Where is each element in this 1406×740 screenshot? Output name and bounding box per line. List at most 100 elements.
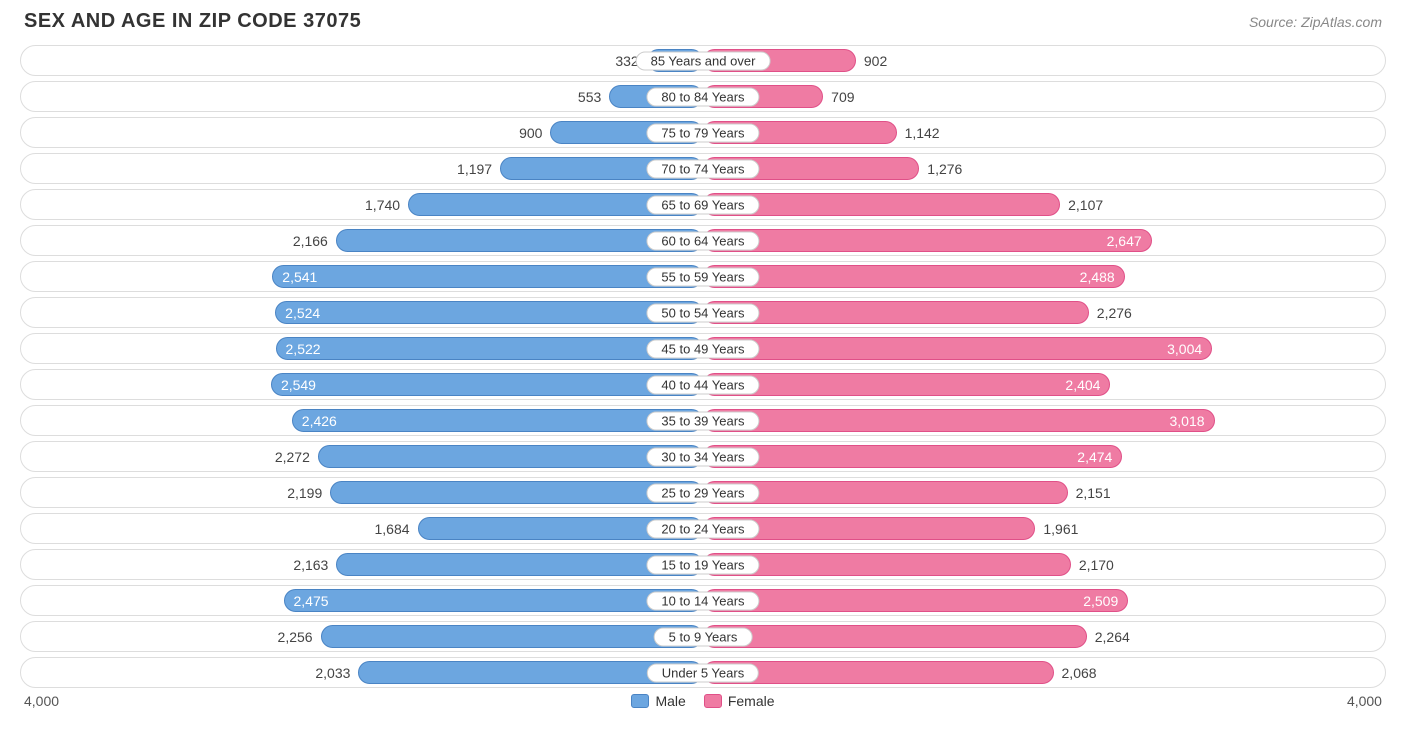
population-pyramid-chart: 33290285 Years and over55370980 to 84 Ye… xyxy=(20,45,1386,688)
value-male: 900 xyxy=(519,125,550,141)
pyramid-row: 33290285 Years and over xyxy=(20,45,1386,76)
bar-female xyxy=(703,589,1128,612)
pyramid-row: 2,541 2,488 55 to 59 Years xyxy=(20,261,1386,292)
value-female: 3,018 xyxy=(1170,413,1215,429)
value-male: 1,740 xyxy=(365,197,408,213)
pyramid-row: 2,256 2,264 5 to 9 Years xyxy=(20,621,1386,652)
bar-female xyxy=(703,337,1212,360)
axis-label-right: 4,000 xyxy=(1347,693,1382,709)
value-male: 553 xyxy=(578,89,609,105)
value-male: 1,684 xyxy=(375,521,418,537)
value-female: 3,004 xyxy=(1167,341,1212,357)
bar-female xyxy=(703,301,1089,324)
age-label: 25 to 29 Years xyxy=(646,483,759,502)
pyramid-row: 2,522 3,004 45 to 49 Years xyxy=(20,333,1386,364)
legend: Male Female xyxy=(631,693,774,709)
pyramid-row: 2,549 2,404 40 to 44 Years xyxy=(20,369,1386,400)
chart-header: SEX AND AGE IN ZIP CODE 37075 Source: Zi… xyxy=(20,10,1386,33)
pyramid-row: 2,272 2,474 30 to 34 Years xyxy=(20,441,1386,472)
pyramid-row: 2,199 2,151 25 to 29 Years xyxy=(20,477,1386,508)
value-male: 2,163 xyxy=(293,557,336,573)
age-label: 45 to 49 Years xyxy=(646,339,759,358)
value-female: 2,509 xyxy=(1083,593,1128,609)
age-label: 65 to 69 Years xyxy=(646,195,759,214)
value-female: 2,264 xyxy=(1087,629,1130,645)
value-male: 2,426 xyxy=(292,413,337,429)
age-label: 5 to 9 Years xyxy=(654,627,753,646)
value-female: 2,647 xyxy=(1107,233,1152,249)
pyramid-row: 2,475 2,509 10 to 14 Years xyxy=(20,585,1386,616)
chart-title: SEX AND AGE IN ZIP CODE 37075 xyxy=(24,10,361,33)
pyramid-row: 1,740 2,107 65 to 69 Years xyxy=(20,189,1386,220)
age-label: 60 to 64 Years xyxy=(646,231,759,250)
value-male: 2,549 xyxy=(271,377,316,393)
age-label: 15 to 19 Years xyxy=(646,555,759,574)
bar-male xyxy=(321,625,703,648)
value-female: 709 xyxy=(823,89,854,105)
age-label: 55 to 59 Years xyxy=(646,267,759,286)
bar-female xyxy=(703,625,1087,648)
age-label: 85 Years and over xyxy=(636,51,771,70)
value-female: 2,107 xyxy=(1060,197,1103,213)
age-label: 40 to 44 Years xyxy=(646,375,759,394)
value-male: 2,524 xyxy=(275,305,320,321)
value-female: 1,142 xyxy=(897,125,940,141)
value-female: 1,961 xyxy=(1035,521,1078,537)
age-label: 35 to 39 Years xyxy=(646,411,759,430)
pyramid-row: 2,166 2,647 60 to 64 Years xyxy=(20,225,1386,256)
bar-male xyxy=(271,373,703,396)
age-label: 70 to 74 Years xyxy=(646,159,759,178)
value-female: 2,488 xyxy=(1080,269,1125,285)
value-female: 2,276 xyxy=(1089,305,1132,321)
value-male: 2,522 xyxy=(276,341,321,357)
bar-male xyxy=(272,265,703,288)
age-label: 80 to 84 Years xyxy=(646,87,759,106)
value-male: 2,033 xyxy=(315,665,358,681)
value-female: 2,170 xyxy=(1071,557,1114,573)
age-label: 30 to 34 Years xyxy=(646,447,759,466)
value-female: 2,474 xyxy=(1077,449,1122,465)
pyramid-row: 9001,14275 to 79 Years xyxy=(20,117,1386,148)
bar-male xyxy=(318,445,703,468)
value-female: 902 xyxy=(856,53,887,69)
pyramid-row: 2,426 3,018 35 to 39 Years xyxy=(20,405,1386,436)
bar-female xyxy=(703,229,1152,252)
axis-label-left: 4,000 xyxy=(24,693,59,709)
age-label: 50 to 54 Years xyxy=(646,303,759,322)
pyramid-row: 1,197 1,276 70 to 74 Years xyxy=(20,153,1386,184)
value-male: 1,197 xyxy=(457,161,500,177)
chart-footer: 4,000 Male Female 4,000 xyxy=(20,693,1386,709)
legend-label-female: Female xyxy=(728,693,775,709)
value-male: 2,475 xyxy=(283,593,328,609)
legend-swatch-male xyxy=(631,694,649,708)
value-male: 2,541 xyxy=(272,269,317,285)
value-female: 1,276 xyxy=(919,161,962,177)
pyramid-row: 1,684 1,961 20 to 24 Years xyxy=(20,513,1386,544)
bar-female xyxy=(703,445,1122,468)
pyramid-row: 2,524 2,276 50 to 54 Years xyxy=(20,297,1386,328)
age-label: 20 to 24 Years xyxy=(646,519,759,538)
age-label: 10 to 14 Years xyxy=(646,591,759,610)
legend-label-male: Male xyxy=(655,693,685,709)
value-male: 2,272 xyxy=(275,449,318,465)
value-male: 2,166 xyxy=(293,233,336,249)
value-male: 2,256 xyxy=(278,629,321,645)
pyramid-row: 553 709 80 to 84 Years xyxy=(20,81,1386,112)
pyramid-row: 2,163 2,170 15 to 19 Years xyxy=(20,549,1386,580)
bar-female xyxy=(703,373,1110,396)
age-label: Under 5 Years xyxy=(647,663,759,682)
pyramid-row: 2,033 2,068 Under 5 Years xyxy=(20,657,1386,688)
value-female: 2,404 xyxy=(1065,377,1110,393)
bar-female xyxy=(703,265,1125,288)
bar-male xyxy=(284,589,704,612)
value-female: 2,151 xyxy=(1068,485,1111,501)
bar-male xyxy=(276,337,703,360)
bar-female xyxy=(703,409,1215,432)
value-male: 2,199 xyxy=(287,485,330,501)
bar-male xyxy=(275,301,703,324)
chart-source: Source: ZipAtlas.com xyxy=(1249,14,1382,30)
legend-swatch-female xyxy=(704,694,722,708)
value-female: 2,068 xyxy=(1054,665,1097,681)
bar-male xyxy=(292,409,703,432)
legend-item-male: Male xyxy=(631,693,685,709)
